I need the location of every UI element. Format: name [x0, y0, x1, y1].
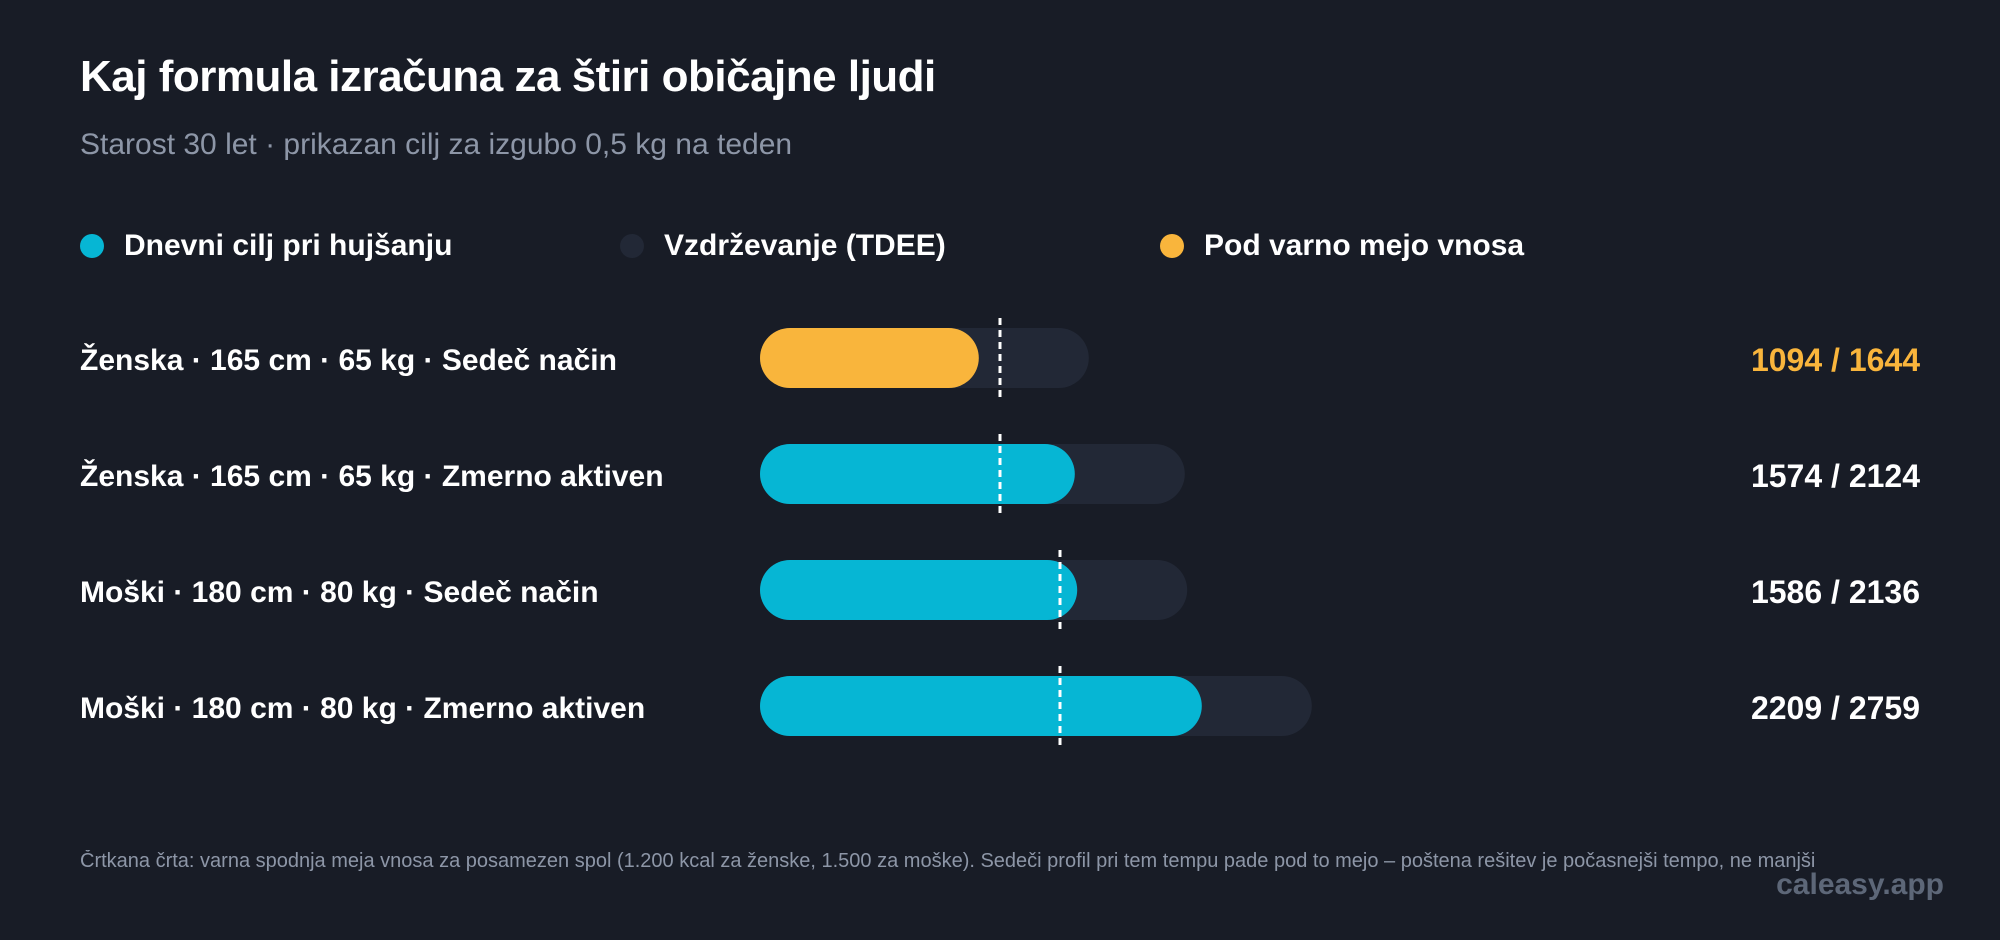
legend-dot-target	[80, 234, 104, 258]
legend-dot-below-safe	[1160, 234, 1184, 258]
bar-target	[760, 328, 979, 388]
row-value: 2209 / 2759	[1750, 690, 1920, 726]
row-label: Moški · 180 cm · 80 kg · Sedeč način	[80, 576, 599, 609]
row-value: 1574 / 2124	[1750, 458, 1920, 494]
legend-label-target: Dnevni cilj pri hujšanju	[124, 229, 453, 262]
footnote: Črtkana črta: varna spodnja meja vnosa z…	[80, 850, 1816, 872]
bar-target	[760, 676, 1202, 736]
legend-label-maintenance: Vzdrževanje (TDEE)	[664, 229, 946, 262]
chart-title: Kaj formula izračuna za štiri običajne l…	[80, 52, 936, 101]
row-label: Moški · 180 cm · 80 kg · Zmerno aktiven	[80, 692, 646, 725]
chart-subtitle: Starost 30 let · prikazan cilj za izgubo…	[80, 128, 793, 161]
bar-target	[760, 560, 1078, 620]
legend-dot-maintenance	[620, 234, 644, 258]
legend-label-below-safe: Pod varno mejo vnosa	[1204, 229, 1525, 262]
legend-item-maintenance: Vzdrževanje (TDEE)	[620, 228, 946, 264]
legend-item-below-safe: Pod varno mejo vnosa	[1160, 228, 1524, 264]
row-value: 1094 / 1644	[1750, 342, 1920, 378]
legend-item-target: Dnevni cilj pri hujšanju	[80, 228, 452, 264]
bar-target	[760, 444, 1075, 504]
row-value: 1586 / 2136	[1750, 574, 1920, 610]
watermark-logo: caleasy.app	[1776, 868, 1944, 901]
row-label: Ženska · 165 cm · 65 kg · Sedeč način	[80, 344, 617, 377]
row-label: Ženska · 165 cm · 65 kg · Zmerno aktiven	[80, 460, 664, 493]
